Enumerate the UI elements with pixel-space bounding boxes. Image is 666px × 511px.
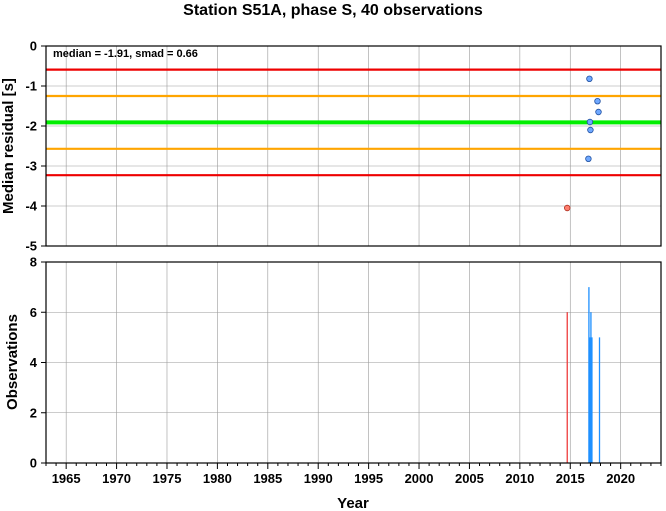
x-tick-label: 2000 xyxy=(405,471,434,486)
observations-y-tick-label: 4 xyxy=(30,355,38,370)
residual-y-tick-label: -2 xyxy=(25,119,37,134)
residual-y-tick-label: -5 xyxy=(25,239,37,254)
observations-y-tick-label: 0 xyxy=(30,456,37,471)
residual-point xyxy=(586,118,594,126)
observations-y-axis-label: Observations xyxy=(4,314,21,410)
residual-panel-frame xyxy=(45,45,662,247)
x-axis-label: Year xyxy=(337,495,369,511)
x-tick-label: 1970 xyxy=(102,471,131,486)
stats-annotation: median = -1.91, smad = 0.66 xyxy=(53,48,198,60)
residual-y-tick-label: -3 xyxy=(25,159,37,174)
x-tick-label: 1975 xyxy=(153,471,182,486)
x-tick-label: 1965 xyxy=(52,471,81,486)
outlier-point xyxy=(564,204,571,212)
x-tick-label: 1995 xyxy=(354,471,383,486)
residual-point xyxy=(595,108,602,116)
residual-y-tick-label: -1 xyxy=(25,79,37,94)
observations-y-tick-label: 2 xyxy=(30,405,37,420)
x-tick-label: 1980 xyxy=(203,471,232,486)
residual-point xyxy=(585,155,592,162)
residual-point xyxy=(587,126,594,134)
x-tick-label: 2005 xyxy=(455,471,484,486)
x-tick-label: 2010 xyxy=(505,471,534,486)
residual-panel: 0-1-2-3-4-5 median = -1.91, smad = 0.66 … xyxy=(0,39,662,254)
residual-point xyxy=(594,97,601,105)
chart-title: Station S51A, phase S, 40 observations xyxy=(183,2,483,19)
residual-y-tick-label: 0 xyxy=(30,39,37,54)
x-tick-label: 1985 xyxy=(253,471,282,486)
observations-y-tick-label: 8 xyxy=(30,255,37,270)
observations-panel: 0 2 4 6 8 1965 1970 1975 1980 1985 1990 1995 2000 20… xyxy=(4,255,662,511)
residual-y-axis-label: Median residual [s] xyxy=(0,78,17,214)
residual-point xyxy=(586,75,593,82)
residual-y-tick-label: -4 xyxy=(25,199,37,214)
x-tick-label: 2015 xyxy=(556,471,585,486)
observations-y-tick-label: 6 xyxy=(30,305,37,320)
x-tick-label: 2020 xyxy=(606,471,635,486)
x-tick-label: 1990 xyxy=(304,471,333,486)
